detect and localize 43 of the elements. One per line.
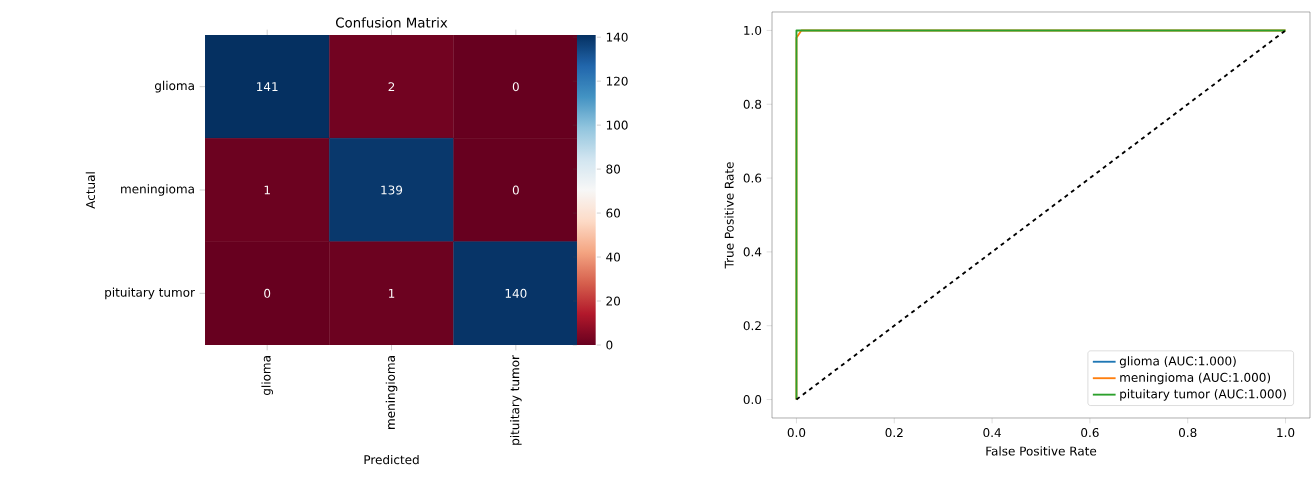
data-label: 141 bbox=[257, 82, 278, 92]
color-bar-label: 140 bbox=[606, 32, 628, 42]
x-axis-title: Predicted bbox=[364, 454, 419, 465]
x-tick-label: glioma bbox=[261, 356, 273, 396]
y-tick-label: meningioma bbox=[121, 184, 194, 196]
data-label: 140 bbox=[505, 288, 527, 298]
legend-label: glioma (AUC:1.000) bbox=[1119, 356, 1236, 368]
y-tick-label: 0.8 bbox=[743, 99, 762, 109]
color-bar-label: 60 bbox=[606, 208, 621, 218]
data-label: 1 bbox=[389, 288, 395, 298]
color-bar-label: 120 bbox=[606, 76, 628, 86]
color-bar-label: 40 bbox=[606, 252, 621, 262]
y-tick-label: 0.0 bbox=[743, 394, 762, 405]
y-tick-label: glioma bbox=[154, 80, 194, 93]
y-tick-label: 0.6 bbox=[743, 173, 762, 183]
data-label: 139 bbox=[381, 185, 403, 195]
color-bar-label: 0 bbox=[606, 340, 613, 350]
chart-title: Confusion Matrix bbox=[335, 17, 448, 28]
data-label: 0 bbox=[264, 288, 271, 298]
x-tick-label: 0.6 bbox=[1081, 428, 1099, 438]
x-tick-label: 0.2 bbox=[885, 428, 903, 438]
y-axis-title: True Positive Rate bbox=[724, 162, 734, 269]
data-label: 1 bbox=[264, 185, 270, 195]
y-tick-label: pituitary tumor bbox=[105, 287, 195, 300]
legend-label: pituitary tumor (AUC:1.000) bbox=[1120, 389, 1286, 401]
y-tick-label: 1.0 bbox=[744, 25, 762, 35]
color-bar-label: 100 bbox=[606, 120, 628, 130]
legend-label: meningioma (AUC:1.000) bbox=[1120, 372, 1271, 385]
data-label: 2 bbox=[388, 82, 395, 92]
y-axis-title: Actual bbox=[85, 172, 96, 209]
y-tick-label: 0.4 bbox=[743, 247, 762, 257]
color-bar-label: 80 bbox=[606, 164, 621, 174]
x-tick-label: 1.0 bbox=[1277, 428, 1295, 438]
data-label: 0 bbox=[512, 185, 519, 195]
x-tick-label: 0.8 bbox=[1178, 428, 1197, 438]
x-tick-label: 0.4 bbox=[983, 428, 1001, 438]
x-tick-label: 0.0 bbox=[787, 428, 806, 438]
data-label: 0 bbox=[512, 82, 519, 92]
y-tick-label: 0.2 bbox=[743, 321, 761, 331]
x-axis-title: False Positive Rate bbox=[986, 446, 1097, 456]
x-tick-label: pituitary tumor bbox=[510, 355, 522, 445]
color-bar-label: 20 bbox=[606, 296, 621, 306]
x-tick-label: meningioma bbox=[385, 356, 398, 429]
